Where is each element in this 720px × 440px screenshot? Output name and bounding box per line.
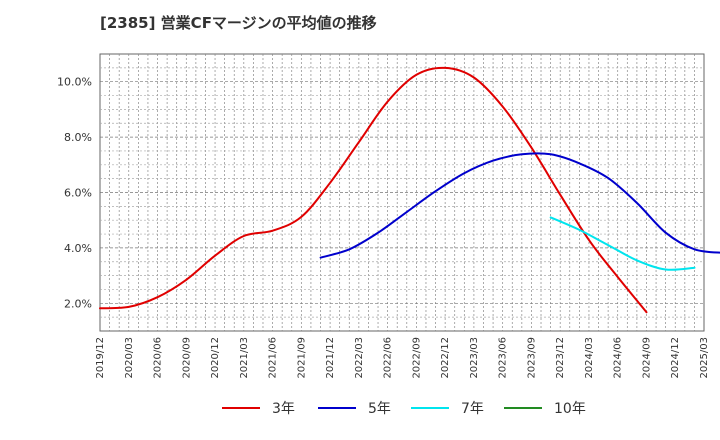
x-tick-label: 2020/03: [124, 337, 135, 379]
legend-label-7y: 7年: [461, 401, 484, 417]
x-tick-label: 2023/06: [498, 337, 509, 379]
legend: 3年 5年 7年 10年: [0, 398, 720, 432]
legend-swatch-5y: [318, 407, 356, 409]
x-tick-label: 2022/12: [440, 337, 451, 379]
x-tick-label: 2023/03: [469, 337, 480, 379]
legend-item-10y: 10年: [504, 398, 586, 418]
x-tick-label: 2022/09: [411, 337, 422, 379]
legend-swatch-3y: [222, 407, 260, 409]
x-axis-ticks: 2019/12 2020/03 2020/06 2020/09 2020/12 2021/…: [95, 337, 710, 379]
x-tick-label: 2022/06: [383, 337, 394, 379]
x-tick-label: 2021/06: [268, 337, 279, 379]
series-lines: [99, 66, 720, 314]
x-tick-label: 2023/12: [555, 337, 566, 379]
y-axis-ticks: 2.0% 4.0% 6.0% 8.0% 10.0%: [57, 76, 92, 311]
x-tick-label: 2021/09: [296, 337, 307, 379]
y-tick-label: 10.0%: [57, 76, 92, 89]
x-tick-label: 2024/09: [641, 337, 652, 379]
x-tick-label: 2019/12: [95, 337, 106, 379]
x-tick-label: 2023/09: [526, 337, 537, 379]
legend-item-5y: 5年: [318, 398, 391, 418]
x-tick-label: 2021/12: [325, 337, 336, 379]
legend-label-10y: 10年: [554, 401, 586, 417]
legend-swatch-10y: [504, 407, 542, 409]
x-tick-label: 2024/06: [613, 337, 624, 379]
chart-title: [2385] 営業CFマージンの平均値の推移: [100, 14, 377, 32]
x-tick-label: 2024/03: [584, 337, 595, 379]
y-tick-label: 8.0%: [64, 131, 92, 144]
y-tick-label: 6.0%: [64, 187, 92, 200]
series-line-1: [319, 152, 720, 259]
x-tick-label: 2020/06: [153, 337, 164, 379]
x-tick-label: 2025/03: [699, 337, 710, 379]
grid-lines: [100, 54, 704, 331]
x-tick-label: 2021/03: [239, 337, 250, 379]
legend-item-7y: 7年: [411, 398, 484, 418]
series-line-0: [99, 66, 648, 314]
y-tick-label: 4.0%: [64, 242, 92, 255]
legend-item-3y: 3年: [222, 398, 295, 418]
x-tick-label: 2020/12: [210, 337, 221, 379]
x-tick-label: 2022/03: [354, 337, 365, 379]
legend-label-5y: 5年: [368, 401, 391, 417]
x-tick-label: 2024/12: [670, 337, 681, 379]
legend-label-3y: 3年: [272, 401, 295, 417]
x-tick-label: 2020/09: [181, 337, 192, 379]
legend-swatch-7y: [411, 407, 449, 409]
series-line-2: [549, 216, 696, 271]
y-tick-label: 2.0%: [64, 297, 92, 310]
